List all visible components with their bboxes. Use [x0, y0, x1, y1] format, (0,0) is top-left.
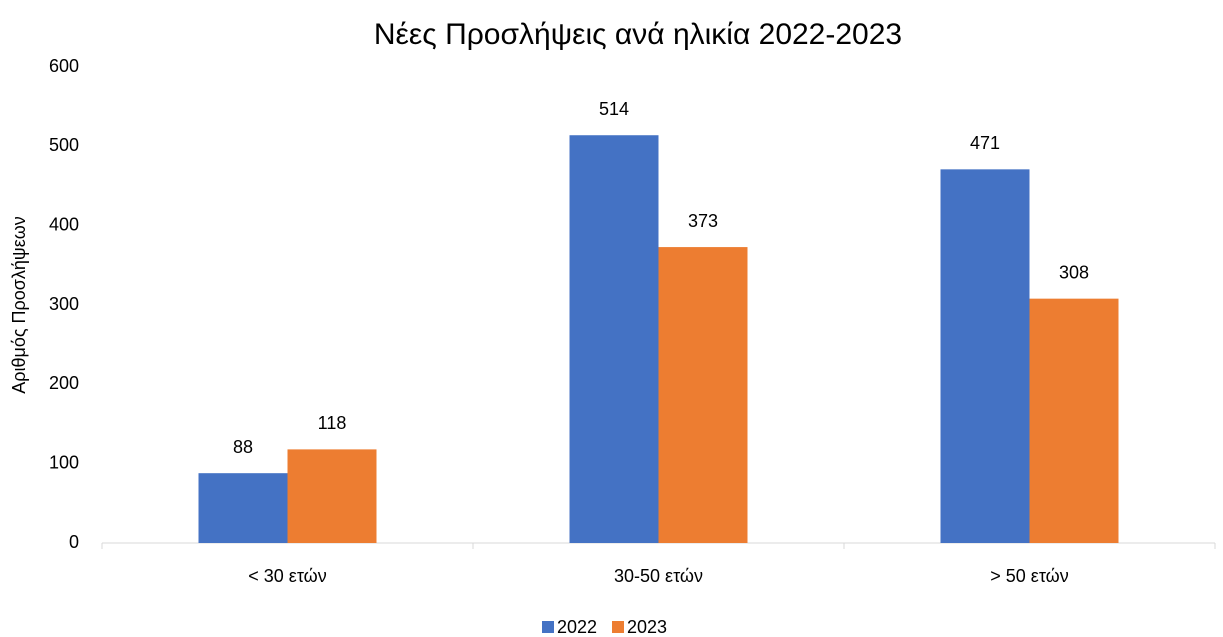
bar [569, 135, 659, 543]
data-label: 373 [688, 211, 718, 231]
legend-swatch [542, 621, 554, 633]
y-tick-label: 600 [49, 56, 79, 76]
data-label: 308 [1059, 262, 1089, 282]
y-axis-label: Αριθμός Προσλήψεων [9, 216, 29, 394]
y-tick-label: 300 [49, 294, 79, 314]
data-label: 514 [599, 99, 629, 119]
y-tick-label: 200 [49, 373, 79, 393]
legend-swatch [612, 621, 624, 633]
bar [1029, 298, 1119, 543]
bar [198, 473, 288, 543]
bar [658, 247, 748, 543]
y-tick-label: 0 [69, 532, 79, 552]
data-label: 118 [318, 413, 347, 433]
data-label: 88 [233, 437, 253, 457]
legend-label: 2023 [627, 617, 667, 637]
bar [287, 449, 377, 543]
x-tick-label: 30-50 ετών [614, 566, 703, 586]
x-tick-label: < 30 ετών [248, 566, 326, 586]
x-tick-label: > 50 ετών [990, 566, 1068, 586]
y-tick-label: 400 [49, 214, 79, 234]
chart-title: Νέες Προσλήψεις ανά ηλικία 2022-2023 [374, 18, 902, 51]
legend-label: 2022 [557, 617, 597, 637]
y-tick-label: 100 [49, 452, 79, 472]
bar [940, 169, 1030, 543]
y-tick-label: 500 [49, 135, 79, 155]
data-label: 471 [970, 133, 1000, 153]
